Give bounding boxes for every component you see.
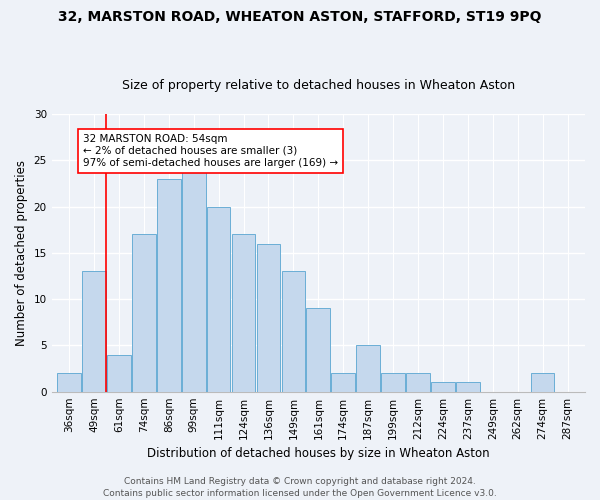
Bar xyxy=(157,179,181,392)
Bar xyxy=(431,382,455,392)
Bar xyxy=(331,373,355,392)
X-axis label: Distribution of detached houses by size in Wheaton Aston: Distribution of detached houses by size … xyxy=(147,447,490,460)
Bar xyxy=(406,373,430,392)
Bar xyxy=(456,382,480,392)
Text: 32, MARSTON ROAD, WHEATON ASTON, STAFFORD, ST19 9PQ: 32, MARSTON ROAD, WHEATON ASTON, STAFFOR… xyxy=(58,10,542,24)
Text: Contains HM Land Registry data © Crown copyright and database right 2024.
Contai: Contains HM Land Registry data © Crown c… xyxy=(103,476,497,498)
Bar xyxy=(281,272,305,392)
Bar xyxy=(307,308,330,392)
Y-axis label: Number of detached properties: Number of detached properties xyxy=(15,160,28,346)
Bar xyxy=(257,244,280,392)
Title: Size of property relative to detached houses in Wheaton Aston: Size of property relative to detached ho… xyxy=(122,79,515,92)
Text: 32 MARSTON ROAD: 54sqm
← 2% of detached houses are smaller (3)
97% of semi-detac: 32 MARSTON ROAD: 54sqm ← 2% of detached … xyxy=(83,134,338,168)
Bar xyxy=(232,234,256,392)
Bar xyxy=(107,354,131,392)
Bar xyxy=(57,373,81,392)
Bar xyxy=(381,373,405,392)
Bar xyxy=(82,272,106,392)
Bar xyxy=(132,234,156,392)
Bar xyxy=(531,373,554,392)
Bar xyxy=(182,160,206,392)
Bar xyxy=(207,206,230,392)
Bar xyxy=(356,346,380,392)
